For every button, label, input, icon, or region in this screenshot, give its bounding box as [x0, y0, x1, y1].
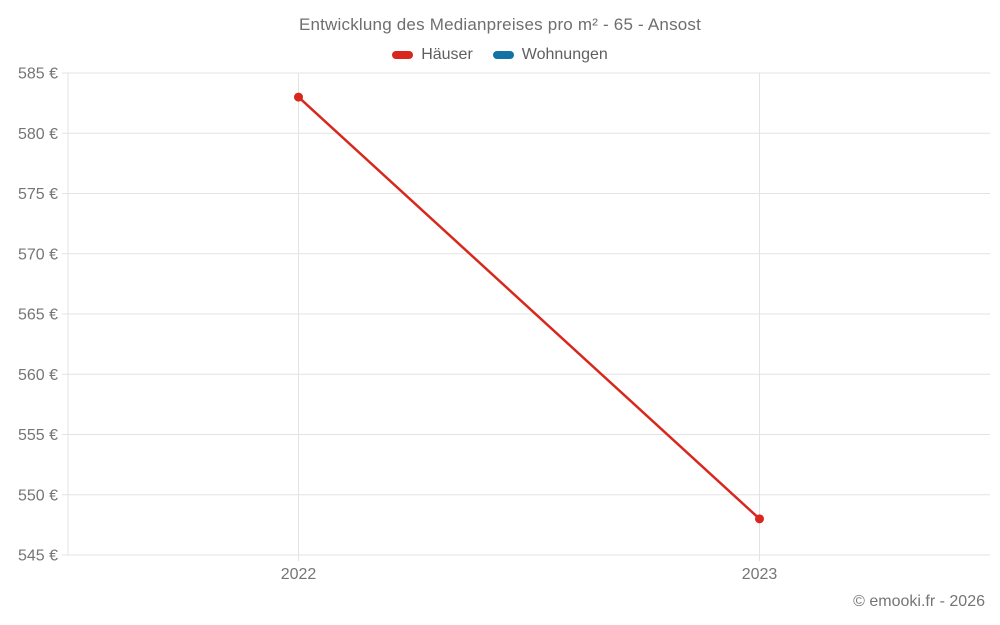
legend-item-wohnungen[interactable]: Wohnungen: [492, 46, 608, 64]
data-point[interactable]: [755, 514, 764, 524]
copyright-footer: © emooki.fr - 2026: [853, 593, 985, 610]
y-tick-label: 555 €: [18, 427, 58, 444]
y-tick-label: 575 €: [18, 186, 58, 203]
x-tick-label: 2022: [281, 566, 317, 583]
chart-title: Entwicklung des Medianpreises pro m² - 6…: [298, 15, 702, 34]
x-tick-label: 2023: [742, 566, 778, 583]
y-tick-label: 585 €: [18, 66, 58, 83]
y-tick-label: 550 €: [18, 487, 58, 504]
y-tick-label: 545 €: [18, 548, 58, 565]
y-tick-label: 580 €: [18, 126, 58, 143]
legend: Häuser Wohnungen: [0, 46, 1000, 64]
y-tick-label: 560 €: [18, 367, 58, 384]
legend-swatch-haeuser: [392, 51, 414, 59]
legend-label-wohnungen: Wohnungen: [521, 46, 608, 63]
y-tick-label: 565 €: [18, 307, 58, 324]
y-tick-label: 570 €: [18, 246, 58, 263]
data-point[interactable]: [294, 92, 303, 102]
legend-label-haeuser: Häuser: [421, 46, 473, 63]
series-line: [297, 96, 761, 520]
legend-swatch-wohnungen: [492, 51, 514, 59]
legend-item-haeuser[interactable]: Häuser: [392, 46, 473, 64]
